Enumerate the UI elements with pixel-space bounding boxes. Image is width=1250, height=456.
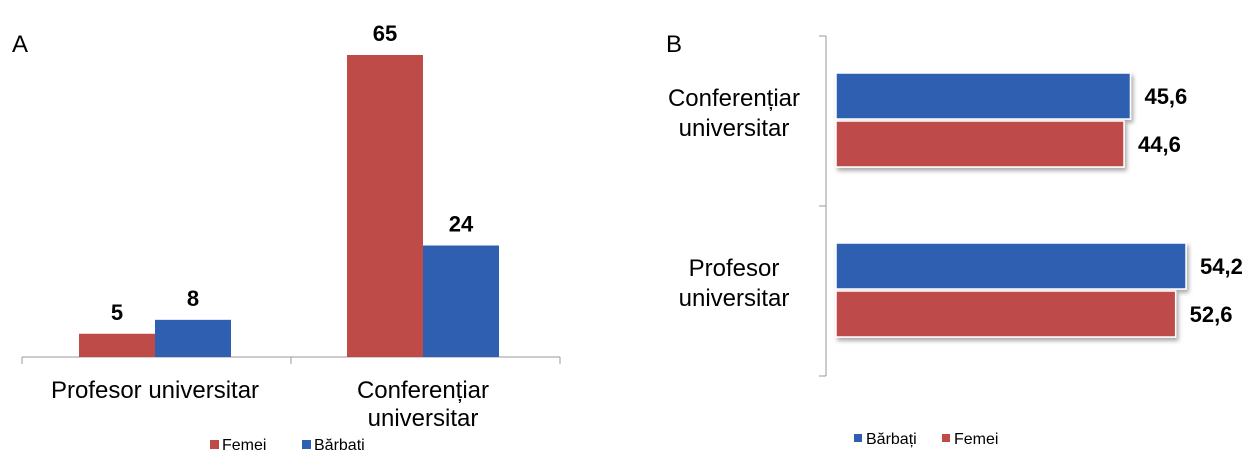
panel-a-chart: 5 65 8 24 Profesor universitar Conferențiar un… (21, 21, 561, 454)
bar-bărbati-0 (155, 319, 231, 357)
data-label: 45,6 (1144, 84, 1187, 109)
legend-swatch-0 (210, 440, 219, 449)
bar-bărbați-0 (835, 72, 1132, 120)
data-label: 44,6 (1138, 132, 1181, 157)
bar-bărbati-1 (423, 245, 499, 357)
legend-swatch-1 (942, 434, 950, 442)
legend: Femei Bărbati (210, 437, 365, 454)
category-label: Profesor universitar (51, 377, 259, 404)
panel-a-label: A (12, 31, 28, 58)
data-label: 52,6 (1190, 302, 1233, 327)
legend-swatch-0 (854, 434, 862, 442)
legend-label: Femei (222, 437, 266, 454)
data-label: 5 (111, 300, 123, 325)
legend-label: Bărbati (314, 437, 365, 454)
category-label: Conferențiar universitar (668, 85, 800, 142)
legend-label: Bărbați (866, 431, 917, 448)
category-label: Conferențiar universitar (357, 377, 489, 432)
category-label: Profesor universitar (679, 255, 790, 312)
bar-femei-0 (79, 333, 155, 357)
data-label: 24 (449, 211, 474, 236)
bar-bărbați-1 (835, 242, 1187, 290)
bar-femei-1 (835, 290, 1177, 338)
panel-b-label: B (666, 31, 682, 58)
data-label: 65 (373, 21, 397, 46)
legend-label: Femei (954, 431, 998, 448)
bar-femei-0 (835, 120, 1125, 168)
legend: Bărbați Femei (854, 431, 998, 448)
legend-swatch-1 (302, 440, 311, 449)
panel-b-chart: 45,6 54,2 44,6 52,6 Conferențiar universitar P… (668, 35, 1243, 448)
data-label: 8 (187, 286, 199, 311)
bar-femei-1 (347, 55, 423, 357)
data-label: 54,2 (1200, 254, 1243, 279)
